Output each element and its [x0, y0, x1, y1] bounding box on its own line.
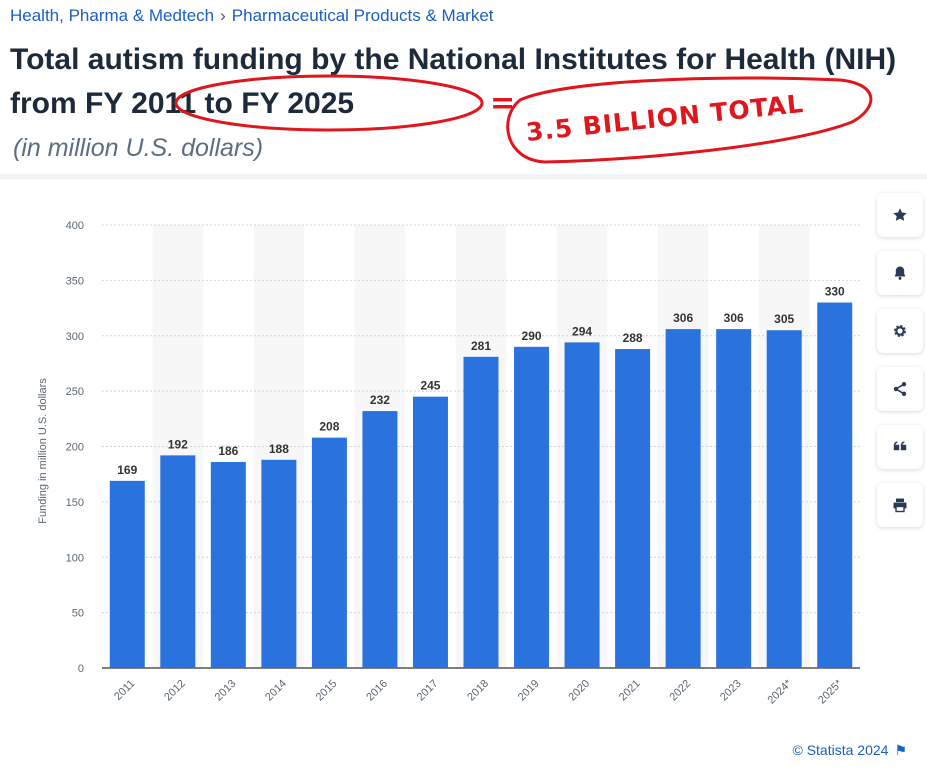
y-tick-label: 100	[66, 552, 84, 564]
x-tick-label: 2014	[263, 678, 289, 704]
bar-2021[interactable]	[615, 349, 651, 668]
bar-2018[interactable]	[463, 356, 499, 668]
bar-chart: 169 192 186 188 208 232 245 281 290 294 288 306 306 3…	[37, 220, 860, 706]
data-label: 290	[522, 329, 542, 343]
bar-2014[interactable]	[261, 459, 297, 668]
bar-2016[interactable]	[362, 411, 398, 668]
chart-y-axis: 0 50 100 150 200 250 300 350 400	[66, 220, 84, 675]
data-label: 288	[623, 331, 643, 345]
credit-text: © Statista 2024	[792, 742, 889, 758]
x-tick-label: 2022	[667, 678, 693, 704]
bar-2012[interactable]	[160, 455, 196, 668]
breadcrumb-separator: ›	[220, 6, 226, 25]
chart-bars	[109, 302, 853, 668]
settings-button[interactable]	[877, 309, 923, 353]
chart-data-labels: 169 192 186 188 208 232 245 281 290 294 288 306 306 3…	[117, 285, 845, 477]
data-label: 188	[269, 442, 289, 456]
y-tick-label: 50	[72, 608, 84, 620]
bar-2013[interactable]	[210, 462, 246, 668]
flag-icon: ⚑	[894, 742, 907, 758]
bell-icon	[894, 266, 906, 280]
bar-2020[interactable]	[564, 342, 600, 668]
bar-2017[interactable]	[412, 396, 448, 668]
data-label: 192	[168, 437, 188, 451]
data-label: 169	[117, 463, 137, 477]
x-tick-label: 2017	[415, 678, 441, 704]
print-icon	[893, 498, 907, 513]
star-icon	[893, 208, 907, 221]
x-tick-label: 2018	[465, 678, 491, 704]
x-tick-label: 2015	[314, 678, 340, 704]
bar-2011[interactable]	[109, 480, 145, 668]
page-subtitle: (in million U.S. dollars)	[13, 134, 264, 162]
x-tick-label: 2013	[213, 678, 239, 704]
data-label: 294	[572, 324, 592, 338]
x-tick-label: 2021	[617, 678, 643, 704]
data-label: 306	[724, 311, 744, 325]
data-label: 306	[673, 311, 693, 325]
data-label: 186	[218, 444, 238, 458]
chart-x-axis: 2011 2012 2013 2014 2015 2016 2017 2018 2019 2020…	[112, 677, 845, 706]
bar-2022[interactable]	[665, 329, 701, 668]
x-tick-label: 2025*	[816, 677, 845, 706]
data-label: 245	[420, 379, 440, 393]
y-tick-label: 200	[66, 442, 84, 454]
data-label: 232	[370, 393, 390, 407]
y-tick-label: 300	[66, 331, 84, 343]
x-tick-label: 2012	[162, 678, 188, 704]
cite-button[interactable]	[877, 425, 923, 469]
bar-2024[interactable]	[766, 330, 802, 668]
side-toolbar	[877, 193, 923, 541]
favorite-button[interactable]	[877, 193, 923, 237]
x-tick-label: 2024*	[765, 677, 794, 706]
gear-icon	[894, 325, 906, 337]
x-tick-label: 2011	[112, 678, 137, 703]
print-button[interactable]	[877, 483, 923, 527]
data-label: 305	[774, 312, 794, 326]
x-tick-label: 2019	[516, 678, 542, 704]
y-tick-label: 400	[66, 220, 84, 232]
breadcrumb: Health, Pharma & Medtech › Pharmaceutical …	[10, 6, 494, 26]
share-button[interactable]	[877, 367, 923, 411]
data-label: 208	[319, 420, 339, 434]
page-title: Total autism funding by the National Ins…	[10, 43, 897, 120]
y-tick-label: 250	[66, 386, 84, 398]
bar-2015[interactable]	[311, 437, 347, 668]
quote-icon	[893, 441, 907, 451]
data-label: 330	[825, 285, 845, 299]
x-tick-label: 2023	[718, 678, 744, 704]
y-tick-label: 0	[78, 663, 84, 675]
bar-2025[interactable]	[817, 302, 853, 668]
bar-2023[interactable]	[716, 329, 752, 668]
statista-credit[interactable]: © Statista 2024 ⚑	[793, 742, 908, 759]
breadcrumb-item-pharmaceutical-products[interactable]: Pharmaceutical Products & Market	[231, 6, 494, 25]
y-tick-label: 150	[66, 497, 84, 509]
x-tick-label: 2020	[566, 678, 592, 704]
share-icon	[893, 382, 907, 396]
bar-2019[interactable]	[514, 346, 550, 668]
notification-button[interactable]	[877, 251, 923, 295]
data-label: 281	[471, 339, 491, 353]
y-tick-label: 350	[66, 275, 84, 287]
divider	[0, 174, 927, 179]
y-axis-title: Funding in million U.S. dollars	[37, 378, 49, 524]
x-tick-label: 2016	[364, 678, 390, 704]
breadcrumb-item-health-pharma-medtech[interactable]: Health, Pharma & Medtech	[10, 6, 215, 25]
